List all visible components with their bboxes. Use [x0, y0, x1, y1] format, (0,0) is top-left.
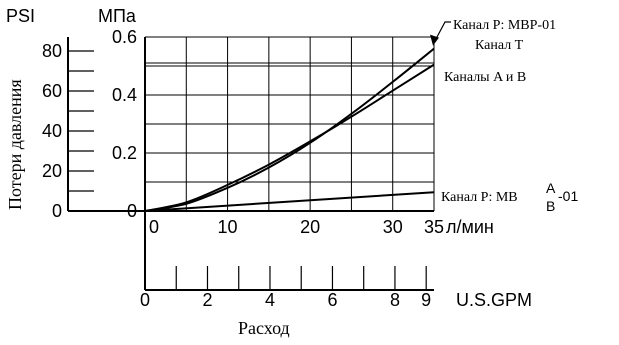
- series-label-sup: A: [546, 180, 556, 196]
- gpm-axis-unit: U.S.GPM: [456, 290, 532, 310]
- leader-line: [433, 21, 451, 43]
- lpm-axis-unit: л/мин: [446, 217, 494, 237]
- x-axis-title: Расход: [238, 318, 290, 338]
- series-line-p_mbp_t: [144, 47, 435, 212]
- psi-axis-unit: PSI: [6, 6, 35, 26]
- gpm-tick-label: 6: [327, 290, 337, 310]
- series-label-suffix: -01: [558, 188, 578, 204]
- mpa-tick-labels: 0 0.2 0.4 0.6: [112, 27, 137, 221]
- lpm-tick-label: 35: [424, 217, 444, 237]
- series-label-p-mbp-t: Канал P: MBP-01 Канал T: [453, 18, 556, 53]
- series-label-p-mbab: Канал P: MB A B -01: [441, 180, 578, 214]
- gpm-tick-label: 4: [265, 290, 275, 310]
- psi-tick-labels: 0 20 40 60 80: [42, 41, 62, 221]
- series-line-ab: [144, 63, 435, 212]
- lpm-tick-labels: 0 10 20 30 35: [149, 217, 444, 237]
- series-label-sub: B: [546, 198, 555, 214]
- psi-tick-label: 40: [42, 121, 62, 141]
- psi-tick-label: 60: [42, 81, 62, 101]
- psi-tick-label: 20: [42, 161, 62, 181]
- series-label-line1: Канал P: MBP-01: [453, 18, 556, 33]
- gpm-tick-label: 0: [140, 290, 150, 310]
- axes: [67, 37, 434, 291]
- lpm-tick-label: 10: [218, 217, 238, 237]
- mpa-axis-unit: МПа: [98, 6, 137, 26]
- grid: [145, 36, 435, 211]
- mpa-tick-label: 0.6: [112, 27, 137, 47]
- y-axis-title: Потери давления: [5, 79, 25, 210]
- psi-tick-label: 80: [42, 41, 62, 61]
- series-label-ab: Каналы A и B: [444, 70, 526, 85]
- gpm-tick-label: 8: [390, 290, 400, 310]
- mpa-tick-label: 0.2: [112, 143, 137, 163]
- lpm-tick-label: 0: [149, 217, 159, 237]
- leader-arrowhead: [430, 34, 439, 46]
- series-label-prefix: Канал P: MB: [441, 190, 518, 205]
- curves: [144, 47, 435, 212]
- psi-tick-label: 0: [52, 201, 62, 221]
- lpm-tick-label: 20: [300, 217, 320, 237]
- series-label-leader: [430, 21, 451, 46]
- gpm-tick-labels: 0 2 4 6 8 9: [140, 290, 431, 310]
- series-line-p_mbab: [144, 191, 435, 212]
- mpa-tick-label: 0: [127, 201, 137, 221]
- gpm-tick-label: 9: [421, 290, 431, 310]
- gpm-tick-label: 2: [202, 290, 212, 310]
- series-label-line2: Канал T: [475, 38, 524, 53]
- mpa-tick-label: 0.4: [112, 85, 137, 105]
- lpm-tick-label: 30: [383, 217, 403, 237]
